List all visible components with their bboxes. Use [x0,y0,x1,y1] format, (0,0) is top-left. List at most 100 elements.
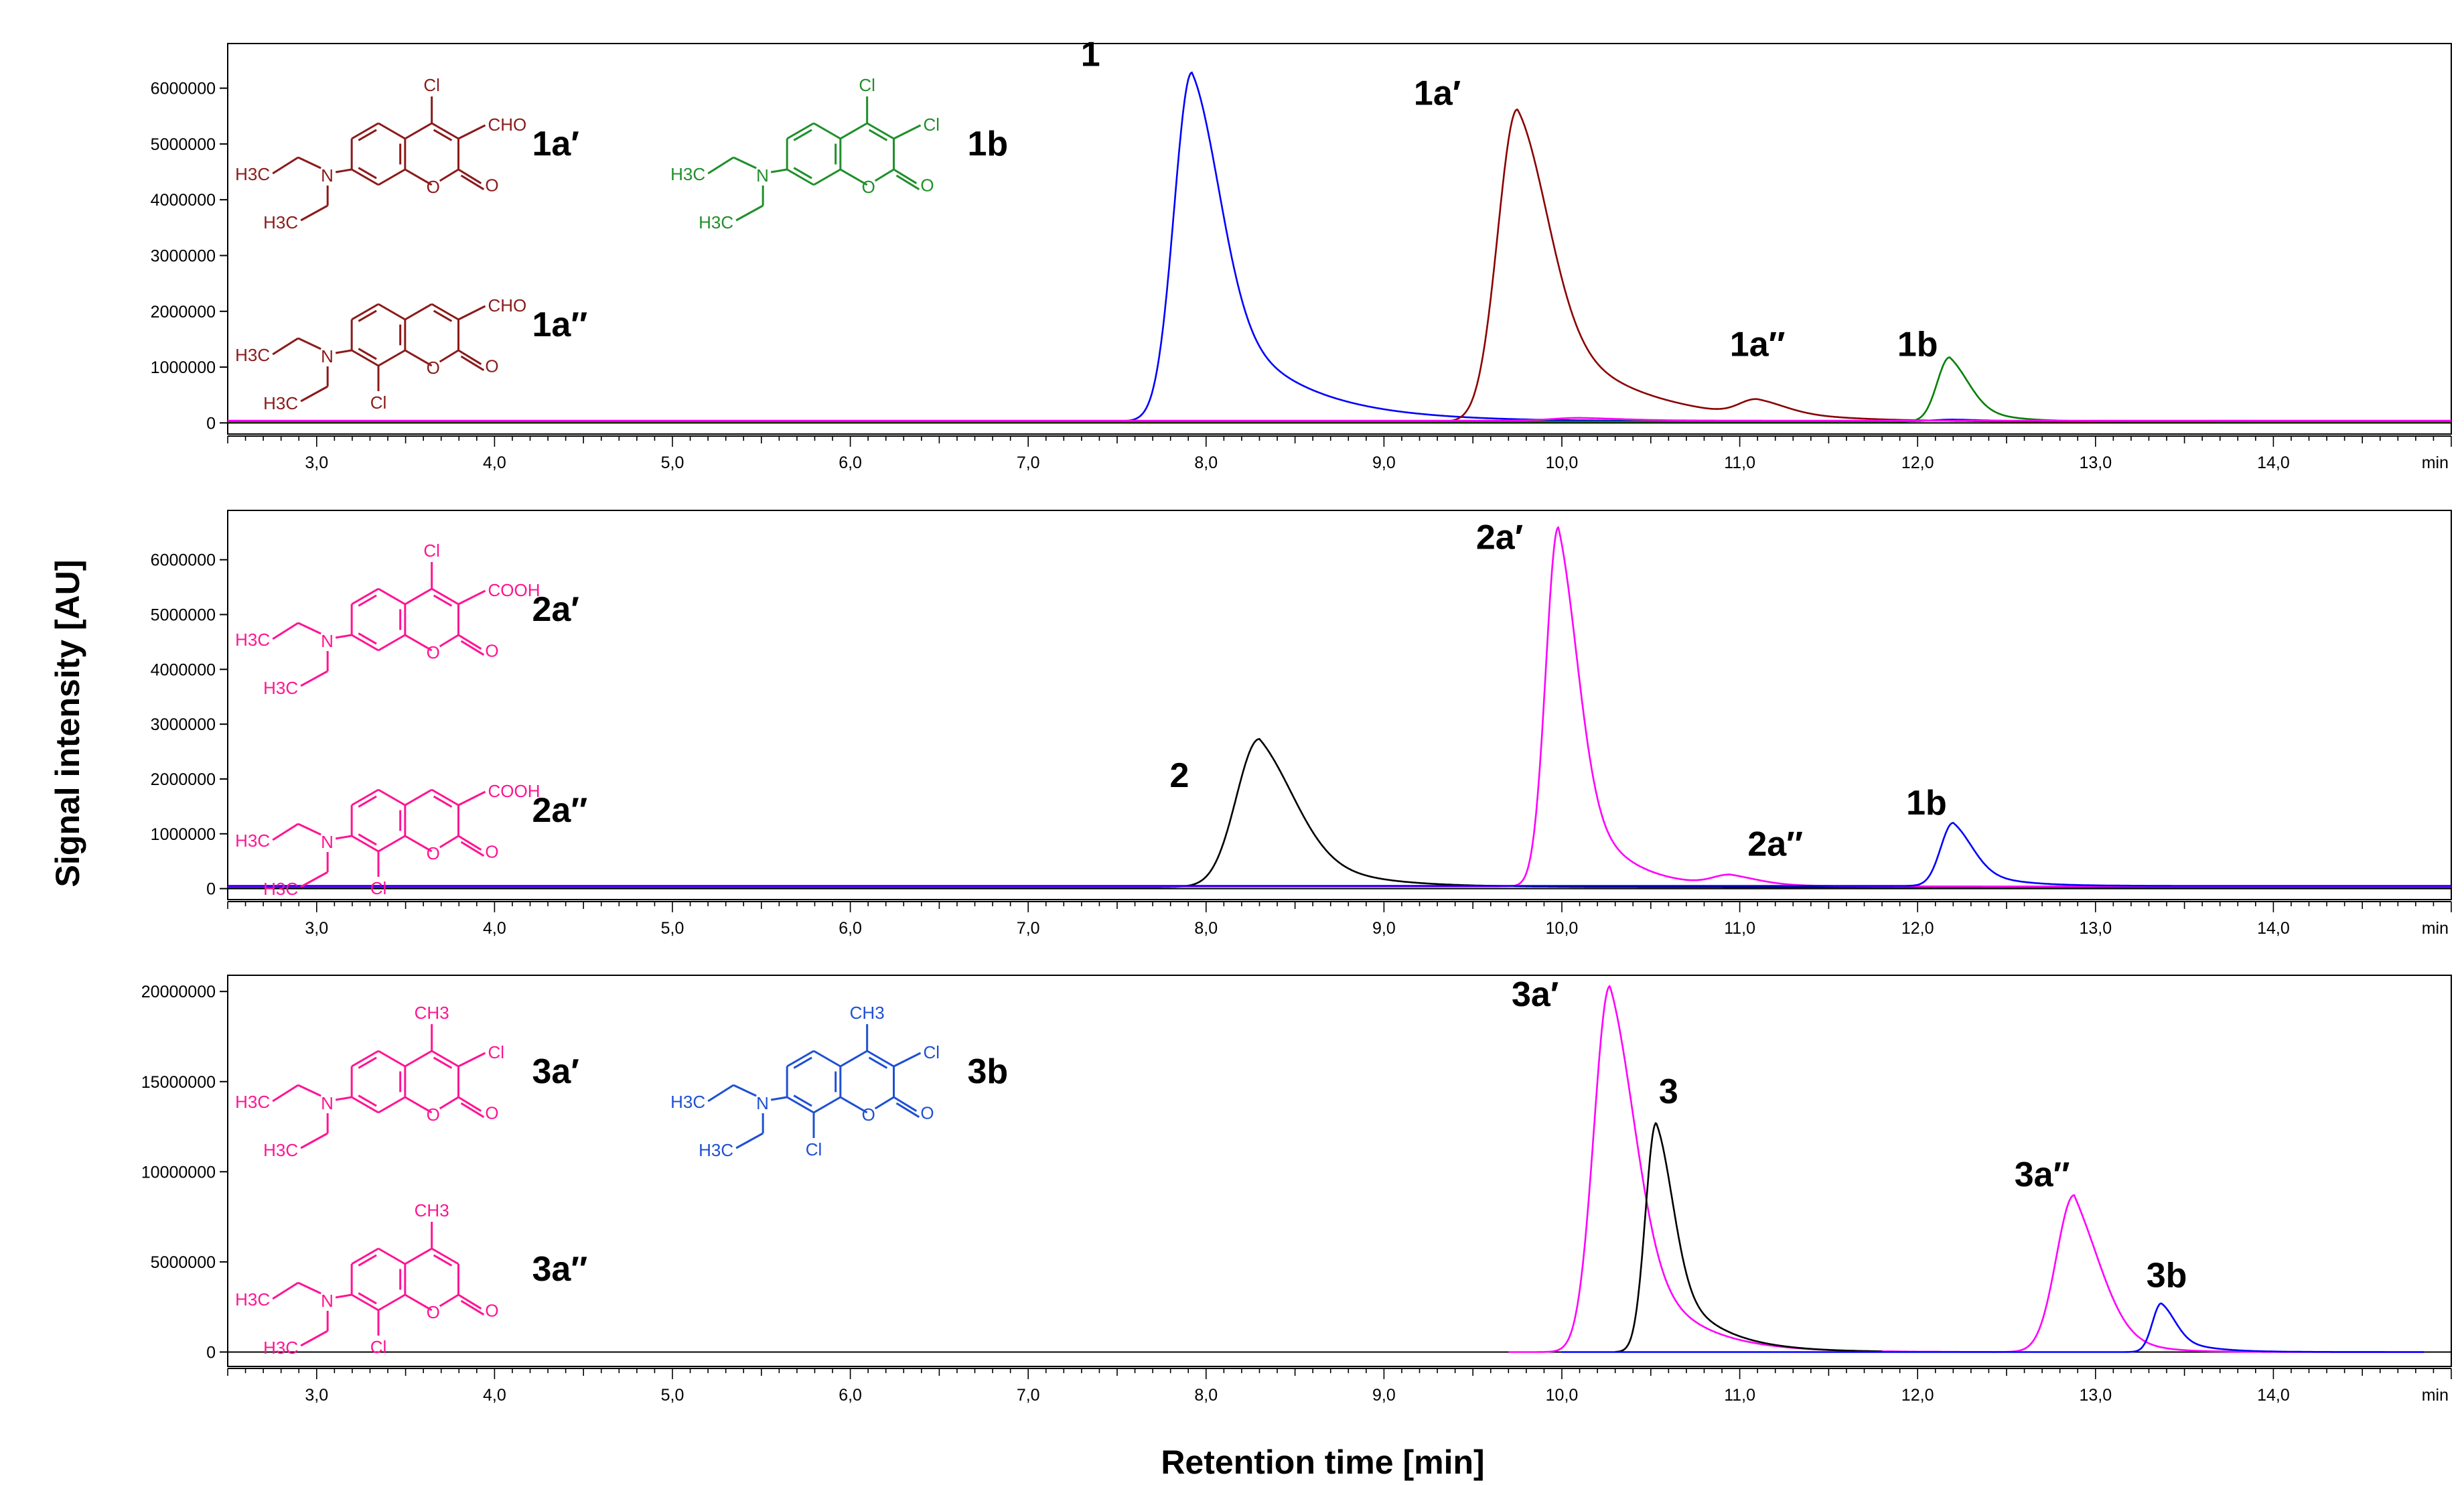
carbonyl-bond [457,168,482,184]
double-bond [868,129,888,141]
substituent-bond [457,305,486,321]
ring-bond [378,835,406,853]
double-bond [460,355,485,371]
ring-bond [351,349,379,367]
compound-label: 3a′ [532,1052,579,1091]
double-bond [793,167,812,180]
x-tick-label: 5,0 [661,453,684,472]
y-tick-label: 20000000 [141,983,216,1001]
y-tick-label: 5000000 [151,606,216,624]
compound-label: 2a″ [532,791,588,830]
ring-bond [351,303,379,321]
carbonyl-bond [893,1096,918,1112]
ring-bond [840,1096,868,1114]
ethyl-bond [297,337,321,350]
peak-label: 1 [1081,35,1100,74]
x-tick-label: 9,0 [1372,453,1396,472]
ring-bond [439,634,459,648]
substituent-bond [893,1052,922,1068]
ethyl-bond [300,1330,328,1347]
double-bond [868,1056,888,1069]
y-tick-label: 10000000 [141,1163,216,1182]
ring-bond [439,168,459,182]
y-tick-label: 3000000 [151,246,216,265]
x-tick-label: 12,0 [1901,919,1934,938]
x-tick-label: 13,0 [2079,1386,2112,1405]
double-bond [358,632,377,645]
ethyl-bond [297,823,321,836]
ring-bond [439,835,459,849]
ring-oxygen: O [427,642,440,662]
x-tick-label: 11,0 [1724,1386,1755,1405]
ethyl-bond [300,204,328,222]
c4-substituent: CH3 [850,1003,885,1023]
x-tick-label: 8,0 [1194,1386,1218,1405]
c3-substituent: CHO [488,295,527,315]
peak-label: 2 [1169,756,1189,795]
x-tick-label: 14,0 [2257,919,2290,938]
double-bond [358,348,377,360]
ring-bond [378,303,406,321]
carbonyl-bond [457,634,482,650]
y-tick-label: 6000000 [151,80,216,98]
ring-bond [378,122,406,140]
double-bond [358,594,377,607]
ring-bond [378,1247,406,1265]
ring-oxygen: O [427,177,440,197]
carbonyl-bond [457,1293,482,1310]
x-tick-label: 13,0 [2079,453,2112,472]
methyl-label: H3C [263,212,298,232]
ethyl-bond [297,1084,321,1097]
methyl-label: H3C [235,345,270,365]
double-bond [433,594,453,607]
amine-bond [335,1096,352,1101]
x-tick-label: 13,0 [2079,919,2112,938]
amine-nitrogen: N [321,631,334,651]
ring-bond [874,168,895,182]
ring-bond [405,303,433,321]
ethyl-bond [300,871,328,888]
carbonyl-oxygen: O [485,1301,498,1321]
ring-bond [840,122,868,140]
carbonyl-oxygen: O [485,842,498,862]
ring-bond [439,349,459,363]
peak-label: 2a″ [1747,825,1803,864]
ethyl-bond [735,204,764,222]
peak-label: 3a″ [2015,1155,2070,1194]
c8-substituent: Cl [370,878,387,898]
ring-oxygen: O [427,843,440,863]
plot-frame [227,975,2452,1367]
ring-bond [786,168,814,186]
ethyl-bond [300,1132,328,1149]
methyl-label: H3C [235,831,270,851]
compound-structure: O O CH3 Cl Cl N H3C H3C 3b [670,1003,1008,1160]
c3-substituent: COOH [488,580,540,600]
substituent-bond [457,589,486,606]
methyl-label: H3C [263,1338,298,1358]
double-bond [433,1254,453,1267]
panels-layer: 0 1000000 2000000 3000000 4000000 5000000 6000… [141,35,2452,1405]
ring-bond [378,1293,406,1312]
c4-substituent: Cl [423,541,440,561]
ring-bond [840,168,868,186]
x-tick-label: 14,0 [2257,453,2290,472]
ethyl-bond [297,1281,321,1295]
compound-structure: O O Cl CHO N H3C H3C 1a′ [235,75,579,232]
ring-bond [351,1096,379,1114]
compound-structure: O O Cl COOH N H3C H3C 2a′ [235,541,579,698]
ring-bond [431,587,459,606]
plot-frame [227,43,2452,435]
double-bond [460,1102,485,1118]
ring-bond [378,1096,406,1114]
ring-bond [813,168,841,186]
double-bond [358,1056,377,1069]
ethyl-bond [707,156,734,175]
carbonyl-bond [457,1096,482,1112]
peak-label: 3b [2147,1257,2187,1295]
ethyl-bond [272,156,299,175]
panel-2: 0 1000000 2000000 3000000 4000000 5000000 6000… [151,510,2452,938]
carbonyl-oxygen: O [920,1103,934,1123]
carbonyl-oxygen: O [485,1103,498,1123]
ring-bond [351,122,379,140]
peak-label: 1b [1897,325,1938,364]
